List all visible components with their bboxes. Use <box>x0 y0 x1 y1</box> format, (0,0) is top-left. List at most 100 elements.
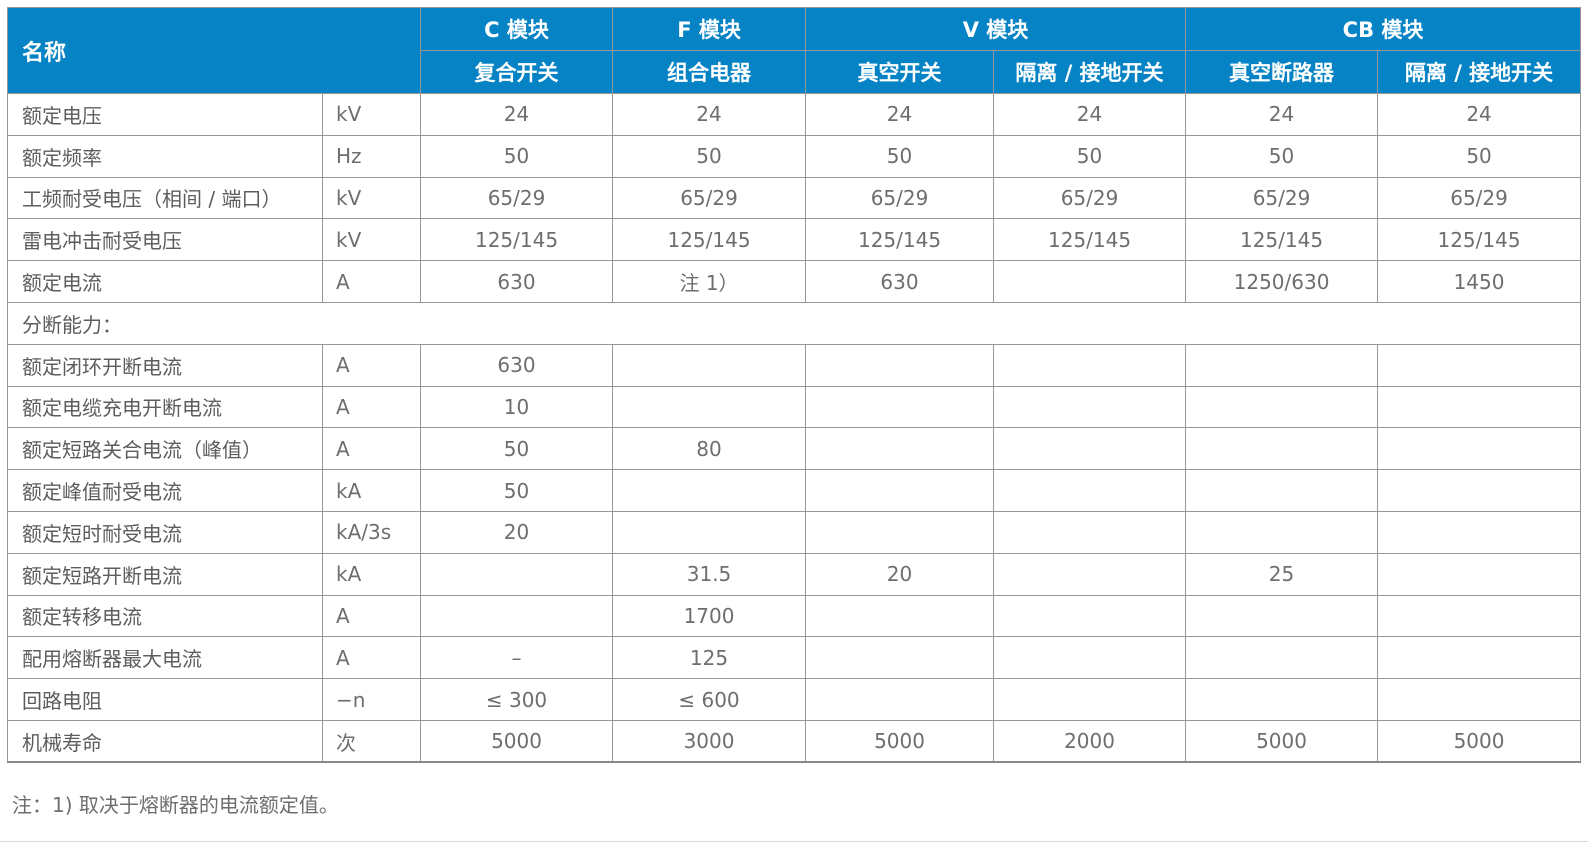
row-value-cell: 125/145 <box>1185 218 1379 262</box>
table-footnote: 注：1) 取决于熔断器的电流额定值。 <box>12 793 339 818</box>
row-value-cell: 注 1） <box>612 260 807 303</box>
column-group-cb-module: CB 模块 <box>1185 7 1582 51</box>
row-parameter-name: 回路电阻 <box>7 678 323 721</box>
row-value-cell <box>805 343 995 387</box>
row-parameter-name: 额定电流 <box>7 260 323 303</box>
row-value-cell <box>1185 678 1379 721</box>
row-value-cell: 65/29 <box>1377 176 1582 220</box>
row-value-cell: 630 <box>805 260 995 303</box>
row-value-cell <box>1377 552 1582 596</box>
row-value-cell <box>1185 343 1379 387</box>
row-parameter-name: 额定转移电流 <box>7 594 323 638</box>
table-row: 额定闭环开断电流 A 630 <box>7 343 1582 387</box>
row-value-cell: 1700 <box>612 594 807 638</box>
row-value-cell: 50 <box>420 134 614 178</box>
row-value-cell: 50 <box>993 134 1187 178</box>
row-value-cell: 50 <box>1377 134 1582 178</box>
row-parameter-name: 工频耐受电压（相间 / 端口） <box>7 176 323 220</box>
row-value-cell <box>993 552 1187 596</box>
table-row: 额定短路关合电流（峰值） A 50 80 <box>7 427 1582 471</box>
row-value-cell: 125/145 <box>420 218 614 262</box>
row-value-cell <box>993 594 1187 638</box>
row-value-cell <box>1185 385 1379 429</box>
row-value-cell: 630 <box>420 260 614 303</box>
section-label: 分断能力： <box>6 301 1582 345</box>
row-value-cell <box>612 385 807 429</box>
row-value-cell <box>1377 385 1582 429</box>
row-value-cell <box>612 469 807 512</box>
row-value-cell <box>612 343 807 387</box>
column-header-vacuum-circuit-breaker: 真空断路器 <box>1185 50 1379 94</box>
row-value-cell: – <box>420 636 614 680</box>
row-unit: kA <box>321 552 422 596</box>
row-unit: A <box>321 594 422 638</box>
row-value-cell <box>1185 636 1379 680</box>
row-value-cell <box>1377 636 1582 680</box>
column-header-disconnector-earthing-switch-v: 隔离 / 接地开关 <box>993 50 1187 94</box>
row-value-cell: 125 <box>612 636 807 680</box>
column-header-disconnector-earthing-switch-cb: 隔离 / 接地开关 <box>1377 50 1582 94</box>
row-value-cell: 24 <box>805 93 995 136</box>
row-unit: A <box>321 343 422 387</box>
row-value-cell <box>420 594 614 638</box>
row-value-cell <box>1185 594 1379 638</box>
row-value-cell: 31.5 <box>612 552 807 596</box>
row-value-cell: 65/29 <box>805 176 995 220</box>
row-value-cell: 24 <box>1185 93 1379 136</box>
table-row: 额定电流 A 630 注 1） 630 1250/630 1450 <box>7 260 1582 303</box>
row-value-cell <box>1185 469 1379 512</box>
row-unit: A <box>321 636 422 680</box>
row-value-cell <box>993 469 1187 512</box>
row-value-cell <box>805 636 995 680</box>
row-value-cell <box>805 427 995 471</box>
table-body: 额定电压 kV 24 24 24 24 24 24 额定频率 Hz 50 50 50 50 50 50 工频耐受… <box>6 93 1582 764</box>
row-value-cell: 50 <box>612 134 807 178</box>
row-value-cell <box>805 594 995 638</box>
row-parameter-name: 额定电压 <box>7 93 323 136</box>
row-parameter-name: 雷电冲击耐受电压 <box>7 218 323 262</box>
row-value-cell: 20 <box>805 552 995 596</box>
row-value-cell <box>1377 469 1582 512</box>
table-row: 配用熔断器最大电流 A –125 <box>7 636 1582 680</box>
row-value-cell <box>1377 343 1582 387</box>
row-value-cell: 2000 <box>993 719 1187 764</box>
row-value-cell: 80 <box>612 427 807 471</box>
table-row: 额定转移电流 A 1700 <box>7 594 1582 638</box>
table-row: 额定短路开断电流 kA 31.5 20 25 <box>7 552 1582 596</box>
row-value-cell <box>993 343 1187 387</box>
table-row: 工频耐受电压（相间 / 端口） kV 65/29 65/29 65/29 65/29 65/… <box>7 176 1582 220</box>
row-value-cell <box>1377 678 1582 721</box>
column-group-c-module: C 模块 <box>420 7 614 51</box>
row-value-cell <box>805 678 995 721</box>
row-value-cell: 20 <box>420 510 614 554</box>
row-value-cell <box>1377 427 1582 471</box>
row-parameter-name: 额定短路关合电流（峰值） <box>7 427 323 471</box>
row-value-cell: 24 <box>993 93 1187 136</box>
table-row: 额定电压 kV 24 24 24 24 24 24 <box>7 93 1582 136</box>
row-unit: kV <box>321 93 422 136</box>
table-row: 分断能力： <box>6 301 1582 345</box>
row-parameter-name: 额定峰值耐受电流 <box>7 469 323 512</box>
row-value-cell <box>993 385 1187 429</box>
row-unit: kA <box>321 469 422 512</box>
column-header-vacuum-switch: 真空开关 <box>805 50 995 94</box>
row-value-cell: 125/145 <box>612 218 807 262</box>
row-unit: Hz <box>321 134 422 178</box>
row-value-cell: 24 <box>1377 93 1582 136</box>
row-unit: kA/3s <box>321 510 422 554</box>
row-value-cell: 5000 <box>420 719 614 764</box>
row-value-cell: ≤ 600 <box>612 678 807 721</box>
row-unit: kV <box>321 218 422 262</box>
row-parameter-name: 额定闭环开断电流 <box>7 343 323 387</box>
row-value-cell: 50 <box>1185 134 1379 178</box>
row-value-cell: 50 <box>420 469 614 512</box>
row-value-cell <box>1185 427 1379 471</box>
row-value-cell <box>1185 510 1379 554</box>
row-value-cell <box>805 385 995 429</box>
row-parameter-name: 机械寿命 <box>7 719 323 764</box>
column-group-f-module: F 模块 <box>612 7 807 51</box>
row-value-cell: 125/145 <box>1377 218 1582 262</box>
row-value-cell: 65/29 <box>420 176 614 220</box>
row-value-cell: 630 <box>420 343 614 387</box>
table-row: 额定频率 Hz 50 50 50 50 50 50 <box>7 134 1582 178</box>
